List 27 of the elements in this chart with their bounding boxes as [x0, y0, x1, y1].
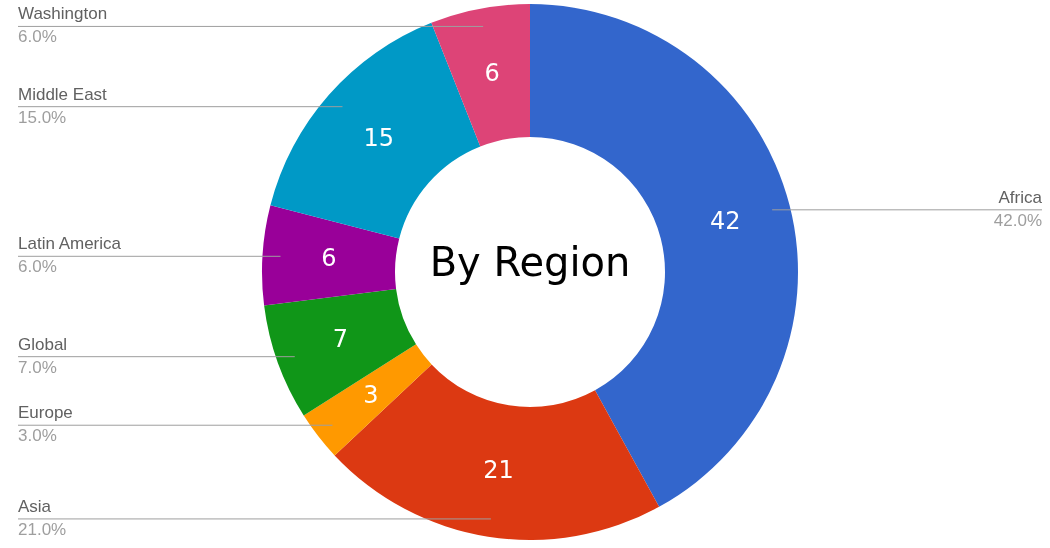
donut-slice	[431, 4, 530, 147]
data-label: 3	[363, 380, 379, 409]
data-label: 7	[332, 325, 349, 354]
slice-label: Latin America	[18, 234, 122, 254]
slice-label: Washington	[18, 4, 108, 24]
slice-label: Global	[18, 334, 68, 354]
donut-slice	[334, 364, 660, 540]
slice-label: Europe	[18, 403, 73, 423]
slice-label: Middle East	[18, 84, 108, 104]
data-label: 42	[709, 206, 741, 235]
text: 15.0%	[18, 107, 67, 127]
text: 3.0%	[18, 426, 57, 446]
donut-slice	[262, 205, 400, 306]
text: 7.0%	[18, 357, 57, 377]
data-label: 21	[483, 456, 514, 485]
slice-label: Africa	[998, 187, 1043, 207]
slice-label: Asia	[18, 496, 52, 516]
donut-slice	[264, 288, 417, 416]
text: 42.0%	[993, 210, 1042, 230]
donut-slice	[270, 22, 481, 239]
data-label: 15	[363, 123, 395, 152]
text: 6.0%	[18, 27, 57, 47]
text: 21.0%	[18, 519, 67, 539]
data-label: 6	[321, 244, 337, 273]
text: 6.0%	[18, 257, 57, 277]
text: By Region	[429, 239, 631, 285]
data-label: 6	[484, 59, 500, 88]
